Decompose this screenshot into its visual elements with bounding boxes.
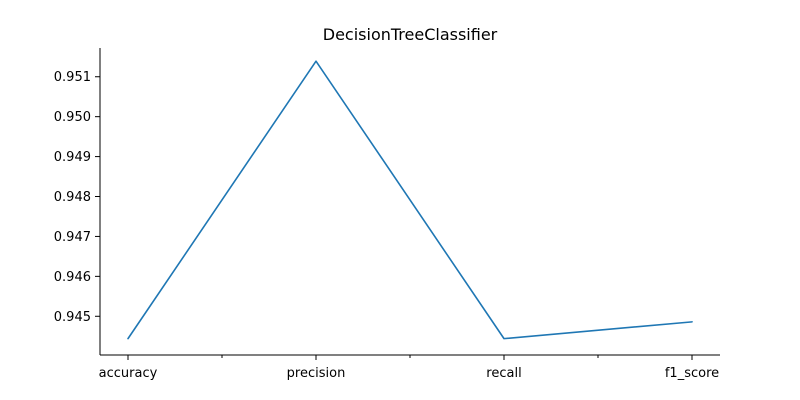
y-tick-label: 0.948	[54, 190, 91, 205]
x-tick-label: accuracy	[99, 366, 158, 381]
chart-title: DecisionTreeClassifier	[323, 25, 498, 44]
plot-area	[127, 60, 693, 340]
x-tick-label: recall	[486, 366, 521, 381]
y-tick-label: 0.945	[54, 310, 91, 325]
y-tick-label: 0.947	[54, 230, 91, 245]
y-tick-label: 0.946	[54, 270, 91, 285]
x-tick-label: precision	[287, 366, 346, 381]
x-axis: accuracy precision recall f1_score	[99, 354, 720, 381]
y-tick-label: 0.949	[54, 150, 91, 165]
y-tick-label: 0.951	[54, 70, 91, 85]
y-tick-label: 0.950	[54, 110, 91, 125]
x-tick-label: f1_score	[665, 366, 719, 381]
series-line	[127, 60, 693, 340]
y-axis: 0.945 0.946 0.947 0.948 0.949 0.950 0.951	[54, 48, 101, 355]
